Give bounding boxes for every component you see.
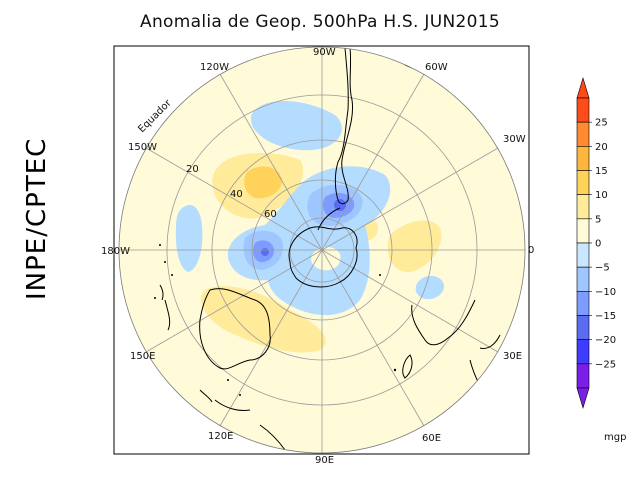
lon-label-30e: 30E xyxy=(503,351,522,362)
lon-label-60e: 60E xyxy=(422,433,441,444)
colorbar-cell xyxy=(576,242,590,268)
colorbar-label: −10 xyxy=(595,287,616,298)
colorbar-label: 20 xyxy=(595,142,608,153)
south-america-coast xyxy=(334,47,354,205)
colorbar-cell xyxy=(576,194,590,220)
lon-label-0: 0 xyxy=(528,245,534,256)
colorbar-labels: 25 20 15 10 5 0 −5 −10 −15 −20 −25 xyxy=(589,118,616,370)
positive-anomaly xyxy=(311,246,341,271)
lon-label-120w: 120W xyxy=(200,62,229,73)
antarctic-peninsula xyxy=(317,207,341,231)
map-boundary xyxy=(118,46,526,454)
colorbar-cell xyxy=(576,97,590,123)
lon-label-150w: 150W xyxy=(128,142,157,153)
colorbar-cell xyxy=(576,121,590,147)
lon-label-90w: 90W xyxy=(313,47,336,58)
lon-label-30w: 30W xyxy=(503,134,526,145)
positive-anomaly xyxy=(387,220,442,273)
lat-label-20: 20 xyxy=(186,164,199,175)
anomaly-field xyxy=(119,47,525,453)
colorbar-label: 0 xyxy=(595,239,601,250)
lon-label-150e: 150E xyxy=(130,351,155,362)
colorbar-cell xyxy=(576,363,590,389)
lat-label-60: 60 xyxy=(264,209,277,220)
negative-anomaly-peak xyxy=(261,248,269,256)
colorbar-cell xyxy=(576,218,590,244)
colorbar-cell xyxy=(576,170,590,195)
lon-label-90e: 90E xyxy=(315,455,334,466)
colorbar-bottom-arrow xyxy=(576,387,590,410)
colorbar-label: 5 xyxy=(595,214,601,225)
colorbar-cell xyxy=(576,266,590,292)
colorbar-cell xyxy=(576,291,590,316)
lon-label-60w: 60W xyxy=(425,62,448,73)
new-zealand-coast xyxy=(159,284,171,331)
negative-anomaly xyxy=(251,100,342,151)
colorbar-label: 10 xyxy=(595,190,608,201)
colorbar-label: 15 xyxy=(595,166,608,177)
map-title: Anomalia de Geop. 500hPa H.S. JUN2015 xyxy=(140,12,500,32)
colorbar-unit: mgp xyxy=(604,432,626,443)
madagascar-coast xyxy=(402,354,413,379)
meridian-grid xyxy=(119,47,525,453)
colorbar-cell xyxy=(576,146,590,171)
colorbar-label: −25 xyxy=(595,359,616,370)
colorbar-label: −5 xyxy=(595,263,610,274)
colorbar: 25 20 15 10 5 0 −5 −10 −15 −20 −25 mgp xyxy=(576,76,626,443)
longitude-labels: 90W 60W 30W 0 30E 60E 90E 120E 150E 180W… xyxy=(101,47,534,466)
lon-label-120e: 120E xyxy=(208,431,233,442)
colorbar-cell xyxy=(576,339,590,365)
southeast-asia-coast xyxy=(199,389,286,451)
colorbar-label: 25 xyxy=(595,118,608,129)
islands xyxy=(154,244,397,396)
colorbar-label: −20 xyxy=(595,335,616,346)
lon-label-180w: 180W xyxy=(101,246,130,257)
positive-anomaly xyxy=(201,286,326,353)
colorbar-cells xyxy=(576,97,590,389)
colorbar-label: −15 xyxy=(595,311,616,322)
colorbar-top-arrow xyxy=(576,76,590,99)
positive-anomaly-strong xyxy=(244,166,282,199)
negative-anomaly-peak xyxy=(334,199,346,211)
negative-anomaly xyxy=(175,205,203,272)
antarctica-coast xyxy=(288,226,358,288)
lat-label-40: 40 xyxy=(230,189,243,200)
australia-coast xyxy=(199,288,271,370)
colorbar-cell xyxy=(576,315,590,340)
